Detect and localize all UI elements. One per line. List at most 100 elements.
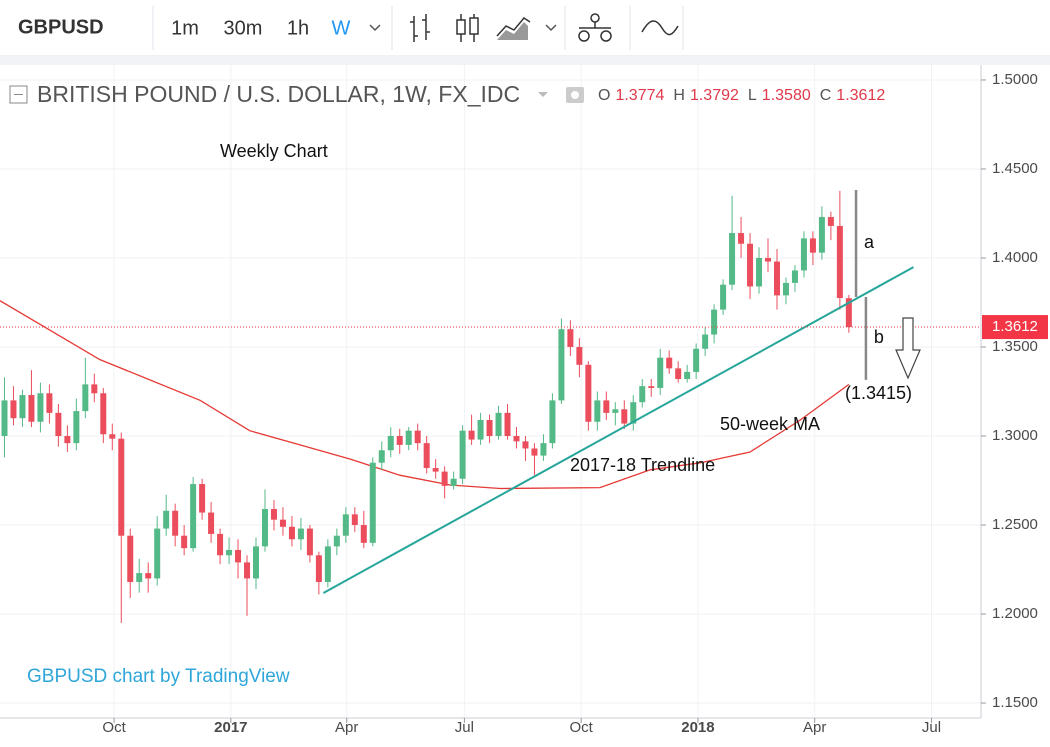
- candle-body: [279, 519, 286, 527]
- candle-body: [666, 357, 673, 369]
- legend-key: C: [820, 87, 832, 104]
- candle-body: [145, 573, 152, 579]
- candle-body: [540, 443, 547, 456]
- candle-body: [765, 257, 772, 262]
- candle-body: [351, 514, 358, 526]
- candle-body: [288, 526, 295, 540]
- candle-body: [73, 411, 80, 444]
- dropdown-icon[interactable]: [538, 92, 548, 97]
- plot-area: [0, 65, 980, 718]
- compare-icon[interactable]: [641, 20, 679, 36]
- candle-body: [441, 471, 448, 486]
- legend-value: 1.3580: [762, 87, 811, 104]
- interval-active[interactable]: W: [332, 17, 351, 39]
- candle-body: [459, 430, 466, 479]
- last-price-tag: [982, 315, 1048, 340]
- candle-body: [217, 533, 224, 556]
- moving-average: [0, 300, 850, 490]
- candle-body: [172, 510, 179, 536]
- y-tick-label: 1.3000: [992, 427, 1038, 444]
- candle-body: [594, 400, 601, 422]
- candle-body: [154, 528, 161, 579]
- candle-body: [495, 412, 502, 437]
- x-tick-label: 2017: [214, 719, 247, 736]
- candle-body: [235, 549, 242, 563]
- candle-body: [396, 436, 403, 445]
- candle-body: [657, 357, 664, 388]
- y-tick-label: 1.4500: [992, 160, 1038, 177]
- legend-value: 1.3612: [836, 87, 885, 104]
- candle-body: [729, 233, 736, 285]
- candle-body: [585, 364, 592, 422]
- candle-body: [10, 400, 17, 419]
- candle-body: [46, 393, 53, 413]
- x-tick-label: Apr: [803, 719, 826, 736]
- candle-body: [28, 395, 35, 422]
- candle-body: [522, 441, 529, 449]
- target-arrow: [895, 317, 921, 380]
- candle-body: [558, 329, 565, 401]
- candle-body: [136, 573, 143, 582]
- candle-body: [127, 535, 134, 582]
- legend-key: O: [598, 87, 610, 104]
- candle-body: [109, 434, 116, 439]
- legend-key: L: [748, 87, 757, 104]
- candle-body: [845, 298, 852, 328]
- area-icon[interactable]: [496, 17, 531, 40]
- candle-body: [378, 450, 385, 463]
- indicators-icon[interactable]: [578, 13, 612, 42]
- interval[interactable]: 1m: [171, 17, 199, 39]
- x-tick-label: Oct: [570, 719, 594, 736]
- ohlc-legend: O 1.3774 H 1.3792 L 1.3580 C 1.3612: [598, 87, 885, 104]
- candle-body: [324, 546, 331, 582]
- candle-body: [360, 525, 367, 543]
- y-tick-label: 1.4000: [992, 249, 1038, 266]
- trendline: [322, 266, 914, 594]
- target-label: (1.3415): [845, 383, 912, 403]
- candle-body: [800, 238, 807, 271]
- y-tick-label: 1.2500: [992, 516, 1038, 533]
- candle-body: [306, 528, 313, 556]
- candle-body: [836, 225, 843, 299]
- candle-body: [567, 329, 574, 347]
- interval[interactable]: 30m: [224, 17, 263, 39]
- dropdown-icon[interactable]: [369, 24, 381, 32]
- y-tick-label: 1.3500: [992, 338, 1038, 355]
- x-tick-label: Apr: [335, 719, 358, 736]
- legend-value: 1.3774: [615, 87, 664, 104]
- candle-body: [261, 508, 268, 547]
- gap: [0, 57, 1050, 65]
- visibility-icon: [571, 91, 579, 99]
- y-tick-label: 1.2000: [992, 605, 1038, 622]
- candle-body: [648, 386, 655, 388]
- candle-body: [190, 484, 197, 549]
- candle-body: [432, 468, 439, 472]
- attribution[interactable]: GBPUSD chart by TradingView: [27, 666, 290, 687]
- candle-body: [720, 284, 727, 310]
- candle-body: [405, 430, 412, 445]
- candle-body: [693, 348, 700, 372]
- interval[interactable]: 1h: [287, 17, 309, 39]
- bar-icon[interactable]: [410, 14, 430, 42]
- candle-body: [675, 368, 682, 380]
- candle-body: [477, 419, 484, 440]
- legend-value: 1.3792: [690, 87, 739, 104]
- candle-body: [226, 549, 233, 556]
- candle-body: [19, 395, 26, 419]
- dropdown-icon[interactable]: [545, 24, 557, 32]
- trendline-label: 2017-18 Trendline: [570, 455, 715, 475]
- y-tick-label: 1.1500: [992, 694, 1038, 711]
- candle-body: [747, 243, 754, 287]
- candle-body: [827, 217, 834, 226]
- candle-body: [297, 528, 304, 540]
- candle-body: [64, 436, 71, 444]
- candle-icon[interactable]: [456, 14, 479, 42]
- candle-body: [630, 402, 637, 424]
- candle-body: [486, 419, 493, 437]
- symbol[interactable]: GBPUSD: [18, 16, 104, 38]
- chart-title: BRITISH POUND / U.S. DOLLAR, 1W, FX_IDC: [37, 81, 520, 107]
- candle-body: [684, 371, 691, 380]
- last-price-label: 1.3612: [992, 318, 1038, 335]
- subtitle: Weekly Chart: [220, 141, 328, 161]
